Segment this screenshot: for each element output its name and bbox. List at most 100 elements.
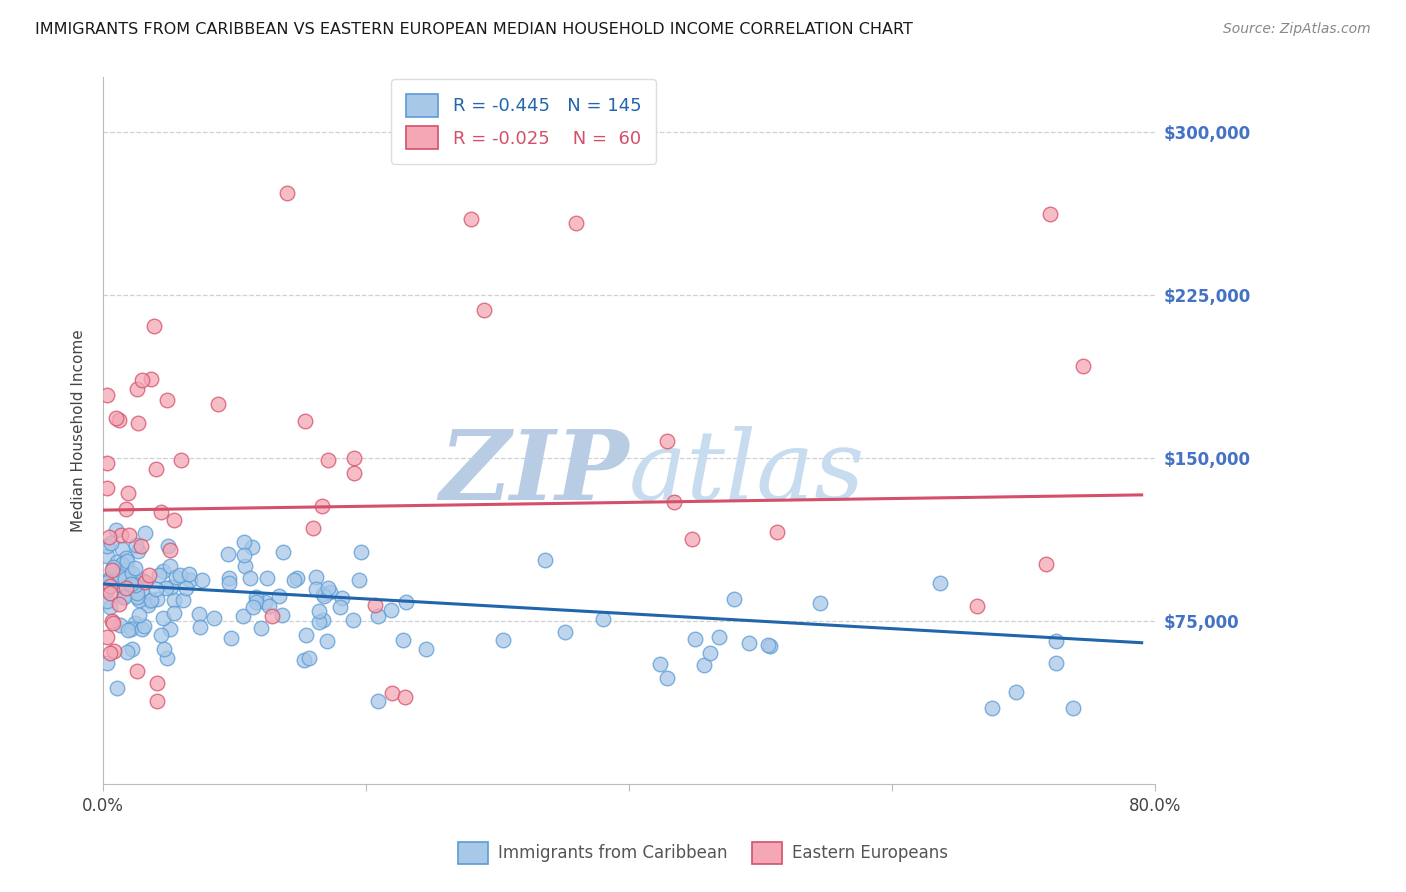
Point bbox=[153, 641, 176, 656]
Point bbox=[101, 615, 124, 630]
Point bbox=[108, 618, 131, 632]
Point bbox=[316, 452, 339, 467]
Point bbox=[152, 611, 174, 625]
Point bbox=[125, 585, 148, 599]
Point bbox=[100, 600, 122, 615]
Point bbox=[259, 599, 281, 613]
Point bbox=[232, 608, 254, 623]
Point bbox=[239, 571, 262, 585]
Point bbox=[692, 658, 714, 673]
Point bbox=[96, 539, 118, 553]
Point bbox=[1062, 701, 1084, 715]
Point bbox=[118, 528, 141, 542]
Point bbox=[759, 639, 782, 653]
Point bbox=[124, 578, 146, 592]
Point bbox=[235, 559, 257, 574]
Point bbox=[415, 641, 437, 656]
Point bbox=[134, 526, 156, 541]
Point bbox=[138, 568, 160, 582]
Point bbox=[294, 414, 316, 428]
Point bbox=[1005, 684, 1028, 698]
Text: ZIP: ZIP bbox=[439, 426, 628, 520]
Point bbox=[127, 664, 149, 678]
Point bbox=[110, 527, 132, 541]
Point bbox=[287, 571, 309, 585]
Point bbox=[219, 632, 242, 646]
Point bbox=[765, 524, 787, 539]
Point bbox=[1035, 557, 1057, 571]
Point bbox=[139, 594, 162, 608]
Point bbox=[128, 593, 150, 607]
Point bbox=[245, 595, 267, 609]
Point bbox=[159, 580, 181, 594]
Point bbox=[103, 559, 125, 574]
Point bbox=[117, 554, 139, 568]
Point bbox=[98, 530, 121, 544]
Legend: Immigrants from Caribbean, Eastern Europeans: Immigrants from Caribbean, Eastern Europ… bbox=[451, 836, 955, 871]
Point bbox=[312, 614, 335, 628]
Point bbox=[202, 610, 225, 624]
Point bbox=[165, 570, 187, 584]
Point bbox=[145, 462, 167, 476]
Point bbox=[132, 619, 155, 633]
Point bbox=[131, 372, 153, 386]
Point bbox=[98, 571, 121, 585]
Point bbox=[105, 555, 128, 569]
Point bbox=[270, 607, 292, 622]
Point bbox=[232, 548, 254, 562]
Point bbox=[117, 486, 139, 500]
Point bbox=[146, 591, 169, 606]
Point bbox=[104, 523, 127, 537]
Point bbox=[723, 592, 745, 607]
Point bbox=[125, 383, 148, 397]
Point bbox=[683, 632, 706, 646]
Point bbox=[108, 597, 131, 611]
Text: Source: ZipAtlas.com: Source: ZipAtlas.com bbox=[1223, 22, 1371, 37]
Point bbox=[308, 604, 330, 618]
Point bbox=[1071, 359, 1094, 373]
Point bbox=[122, 574, 145, 589]
Point bbox=[699, 646, 721, 660]
Point bbox=[96, 388, 118, 402]
Point bbox=[134, 574, 156, 589]
Point bbox=[96, 481, 118, 495]
Point bbox=[159, 542, 181, 557]
Point bbox=[707, 630, 730, 644]
Point bbox=[565, 216, 588, 230]
Point bbox=[256, 571, 278, 585]
Point bbox=[262, 608, 284, 623]
Point bbox=[148, 567, 170, 582]
Point bbox=[127, 574, 149, 589]
Point bbox=[104, 563, 127, 577]
Point bbox=[111, 557, 134, 571]
Point bbox=[124, 561, 146, 575]
Point bbox=[312, 589, 335, 603]
Point bbox=[187, 607, 209, 621]
Point bbox=[131, 574, 153, 588]
Point bbox=[738, 636, 761, 650]
Point bbox=[152, 564, 174, 578]
Point bbox=[330, 591, 353, 605]
Point bbox=[810, 596, 832, 610]
Point bbox=[120, 576, 142, 591]
Point bbox=[104, 410, 127, 425]
Point bbox=[380, 603, 402, 617]
Point bbox=[283, 573, 305, 587]
Point bbox=[114, 501, 136, 516]
Point bbox=[114, 572, 136, 586]
Point bbox=[592, 612, 614, 626]
Point bbox=[131, 622, 153, 636]
Point bbox=[156, 651, 179, 665]
Point bbox=[980, 701, 1002, 715]
Point bbox=[329, 600, 352, 615]
Point bbox=[315, 633, 337, 648]
Point bbox=[128, 608, 150, 623]
Point bbox=[242, 600, 264, 615]
Point bbox=[364, 599, 387, 613]
Point bbox=[108, 569, 131, 583]
Y-axis label: Median Household Income: Median Household Income bbox=[72, 329, 86, 533]
Point bbox=[107, 413, 129, 427]
Point bbox=[177, 566, 200, 581]
Point bbox=[242, 540, 264, 554]
Point bbox=[929, 576, 952, 591]
